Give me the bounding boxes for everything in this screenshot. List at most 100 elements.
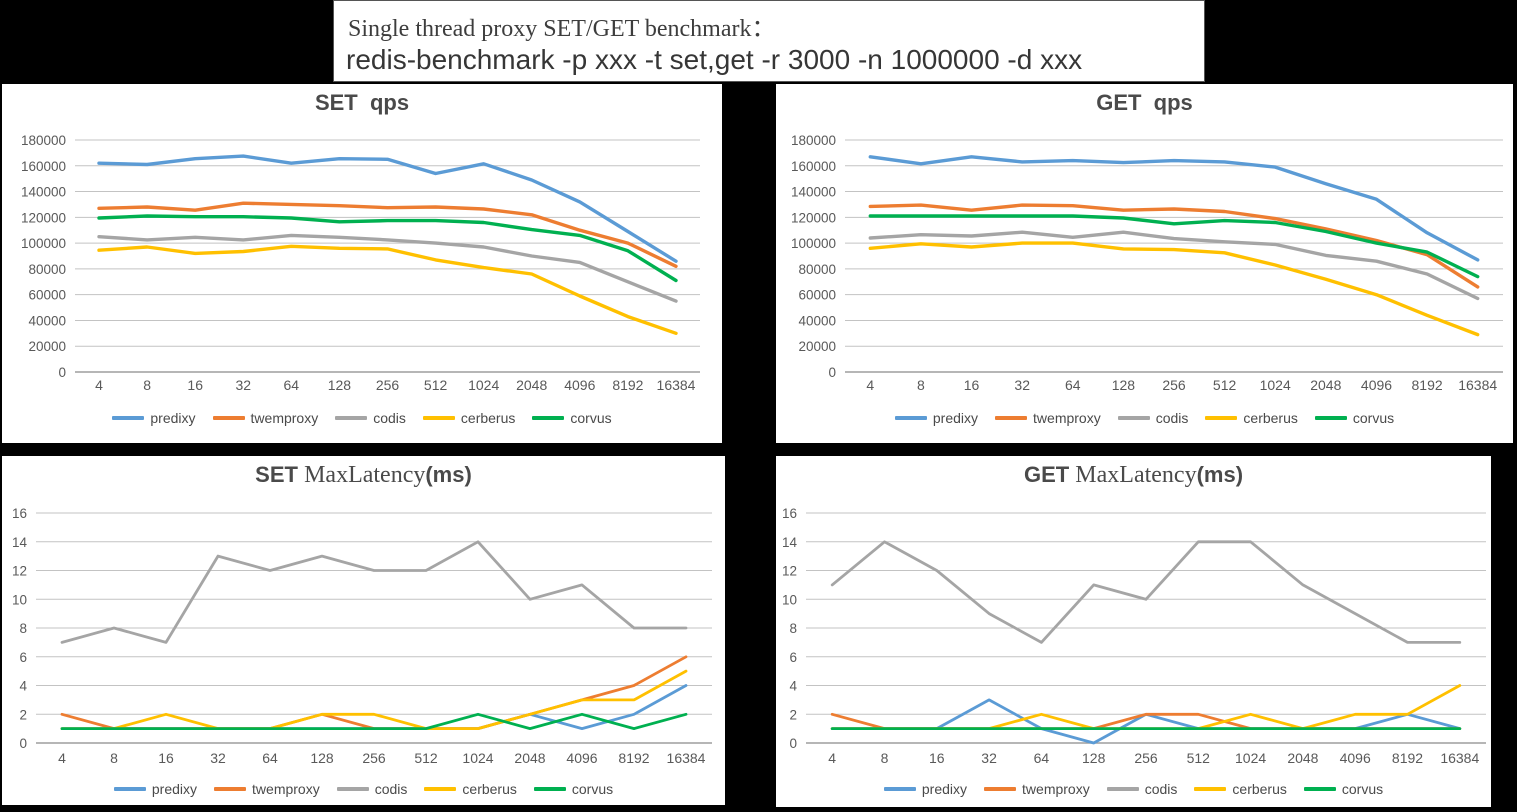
x-tick-label: 4096: [564, 377, 595, 393]
y-tick-label: 0: [789, 736, 797, 751]
x-tick-label: 16: [929, 750, 945, 766]
x-tick-label: 32: [210, 750, 226, 766]
x-tick-label: 2048: [516, 377, 547, 393]
x-tick-label: 16384: [657, 377, 696, 393]
y-tick-label: 180000: [21, 133, 66, 148]
x-tick-label: 128: [310, 750, 334, 766]
x-tick-label: 64: [1034, 750, 1050, 766]
get-qps-legend: predixy twemproxy codis cerberus corvus: [776, 409, 1513, 427]
get-qps-title-part: GET qps: [1096, 90, 1193, 115]
y-tick-label: 60000: [798, 288, 836, 303]
benchmark-title-box: Single thread proxy SET/GET benchmark： r…: [333, 0, 1205, 82]
set-lat-title-part: (ms): [425, 462, 472, 487]
chart-panel-get-qps: GET qps 180000 160000 140000 120000 100000 800…: [776, 84, 1513, 443]
y-tick-label: 4: [19, 679, 27, 694]
set-qps-plot: 180000 160000 140000 120000 100000 80000 60000…: [21, 133, 700, 393]
y-tick-label: 4: [789, 679, 797, 694]
x-tick-label: 4: [95, 377, 103, 393]
get-qps-series-codis: [868, 230, 1480, 301]
x-tick-label: 8: [110, 750, 118, 766]
legend-item-corvus: corvus: [1303, 781, 1383, 797]
legend-item-twemproxy: twemproxy: [214, 781, 320, 797]
legend-item-corvus: corvus: [1314, 410, 1395, 426]
y-tick-label: 20000: [28, 339, 66, 354]
y-tick-label: 16: [12, 506, 27, 521]
legend-swatch-cerberus: [424, 787, 457, 791]
legend-label-twemproxy: twemproxy: [252, 781, 320, 797]
x-tick-label: 512: [1187, 750, 1211, 766]
x-tick-label: 64: [262, 750, 278, 766]
legend-item-predixy: predixy: [883, 781, 968, 797]
x-tick-label: 16: [187, 377, 203, 393]
y-tick-label: 80000: [798, 262, 836, 277]
x-tick-label: 1024: [468, 377, 499, 393]
x-tick-label: 1024: [462, 750, 493, 766]
legend-item-codis: codis: [1106, 781, 1178, 797]
x-tick-label: 4: [866, 377, 874, 393]
y-tick-label: 0: [19, 736, 27, 751]
get-qps-series-corvus: [868, 214, 1480, 279]
legend-label-codis: codis: [1144, 781, 1178, 797]
set-qps-series-codis: [97, 233, 678, 303]
set-qps-series-twemproxy: [97, 201, 678, 269]
get-lat-title-part: (ms): [1196, 462, 1244, 487]
legend-label-predixy: predixy: [921, 781, 968, 797]
legend-label-predixy: predixy: [932, 410, 979, 426]
legend-swatch-twemproxy: [214, 787, 247, 791]
legend-label-corvus: corvus: [570, 410, 612, 426]
x-tick-label: 128: [328, 377, 352, 393]
y-tick-label: 2: [19, 707, 27, 722]
y-tick-label: 160000: [791, 159, 836, 174]
legend-swatch-twemproxy: [995, 416, 1028, 420]
legend-item-codis: codis: [335, 410, 406, 426]
legend-label-corvus: corvus: [1352, 410, 1395, 426]
y-tick-label: 180000: [791, 133, 836, 148]
x-tick-label: 32: [1014, 377, 1030, 393]
legend-swatch-predixy: [883, 787, 916, 791]
get-qps-title: GET qps: [776, 90, 1513, 116]
x-tick-label: 512: [414, 750, 438, 766]
y-tick-label: 12: [782, 564, 797, 579]
y-tick-label: 120000: [791, 210, 836, 225]
y-tick-label: 14: [782, 535, 798, 550]
x-tick-label: 128: [1082, 750, 1106, 766]
y-tick-label: 100000: [21, 236, 66, 251]
legend-item-twemproxy: twemproxy: [212, 410, 319, 426]
legend-swatch-predixy: [894, 416, 927, 420]
x-tick-label: 4096: [1340, 750, 1371, 766]
x-tick-label: 8: [143, 377, 151, 393]
y-tick-label: 6: [789, 650, 797, 665]
legend-swatch-codis: [336, 787, 369, 791]
legend-swatch-twemproxy: [212, 416, 245, 420]
legend-label-predixy: predixy: [151, 781, 198, 797]
x-tick-label: 128: [1112, 377, 1136, 393]
get-qps-series-twemproxy: [868, 203, 1480, 289]
legend-swatch-corvus: [1314, 416, 1347, 420]
x-tick-label: 512: [424, 377, 448, 393]
legend-label-codis: codis: [374, 781, 408, 797]
legend-swatch-corvus: [532, 416, 565, 420]
get-lat-series-cerberus: [830, 684, 1462, 731]
x-tick-label: 256: [1134, 750, 1158, 766]
y-tick-label: 0: [828, 365, 836, 380]
y-tick-label: 10: [782, 592, 797, 607]
legend-swatch-codis: [1117, 416, 1150, 420]
x-tick-label: 256: [376, 377, 400, 393]
legend-swatch-codis: [1106, 787, 1139, 791]
set-qps-series-predixy: [97, 154, 678, 263]
y-tick-label: 40000: [28, 313, 66, 328]
y-tick-label: 16: [782, 506, 797, 521]
legend-item-twemproxy: twemproxy: [995, 410, 1101, 426]
y-tick-label: 0: [58, 365, 66, 380]
legend-item-codis: codis: [1117, 410, 1188, 426]
legend-label-twemproxy: twemproxy: [1022, 781, 1090, 797]
get-lat-series-predixy: [830, 698, 1462, 745]
x-tick-label: 256: [1162, 377, 1186, 393]
legend-item-cerberus: cerberus: [422, 410, 515, 426]
x-tick-label: 8192: [612, 377, 643, 393]
legend-label-twemproxy: twemproxy: [250, 410, 319, 426]
chart-panel-set-qps: SET qps 180000 160000 140000 120000 100000 800…: [2, 84, 722, 443]
x-tick-label: 512: [1213, 377, 1237, 393]
legend-label-codis: codis: [373, 410, 406, 426]
